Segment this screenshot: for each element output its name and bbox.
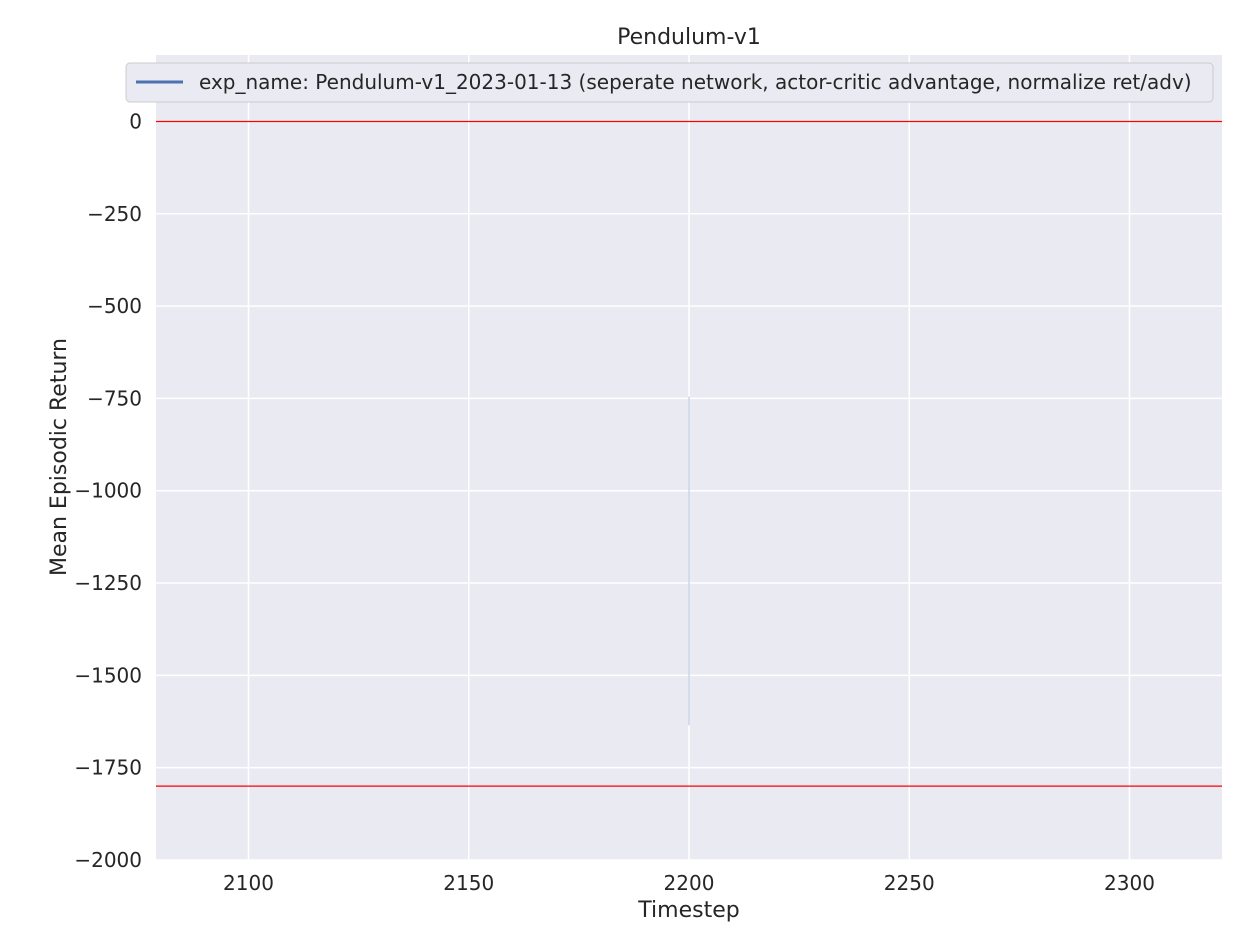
legend-box (125, 62, 1214, 103)
y-tick-label: −1000 (74, 479, 142, 503)
y-tick-label: −1750 (74, 756, 142, 780)
y-tick-label: −1500 (74, 663, 142, 687)
grid (156, 55, 1222, 861)
y-tick-label: −250 (87, 202, 142, 226)
x-tick-label: 2200 (664, 871, 715, 895)
x-axis-label: Timestep (637, 898, 739, 923)
legend: exp_name: Pendulum-v1_2023-01-13 (sepera… (125, 62, 1214, 103)
y-tick-label: −500 (87, 294, 142, 318)
y-tick-label: 0 (129, 109, 142, 133)
y-tick-label: −1250 (74, 571, 142, 595)
x-axis-ticks: 2100 2150 2200 2250 2300 (223, 871, 1155, 895)
y-tick-label: −750 (87, 386, 142, 410)
x-tick-label: 2150 (443, 871, 494, 895)
y-axis-ticks: 0 −250 −500 −750 −1000 −1250 −1500 −1750 −2000 (74, 109, 142, 872)
legend-entry: exp_name: Pendulum-v1_2023-01-13 (sepera… (199, 70, 1192, 94)
x-tick-label: 2100 (223, 871, 274, 895)
x-tick-label: 2250 (884, 871, 935, 895)
chart-title: Pendulum-v1 (617, 25, 761, 50)
reference-lines (156, 120, 1222, 787)
x-tick-label: 2300 (1104, 871, 1155, 895)
y-tick-label: −2000 (74, 848, 142, 872)
y-axis-label: Mean Episodic Return (47, 338, 72, 576)
